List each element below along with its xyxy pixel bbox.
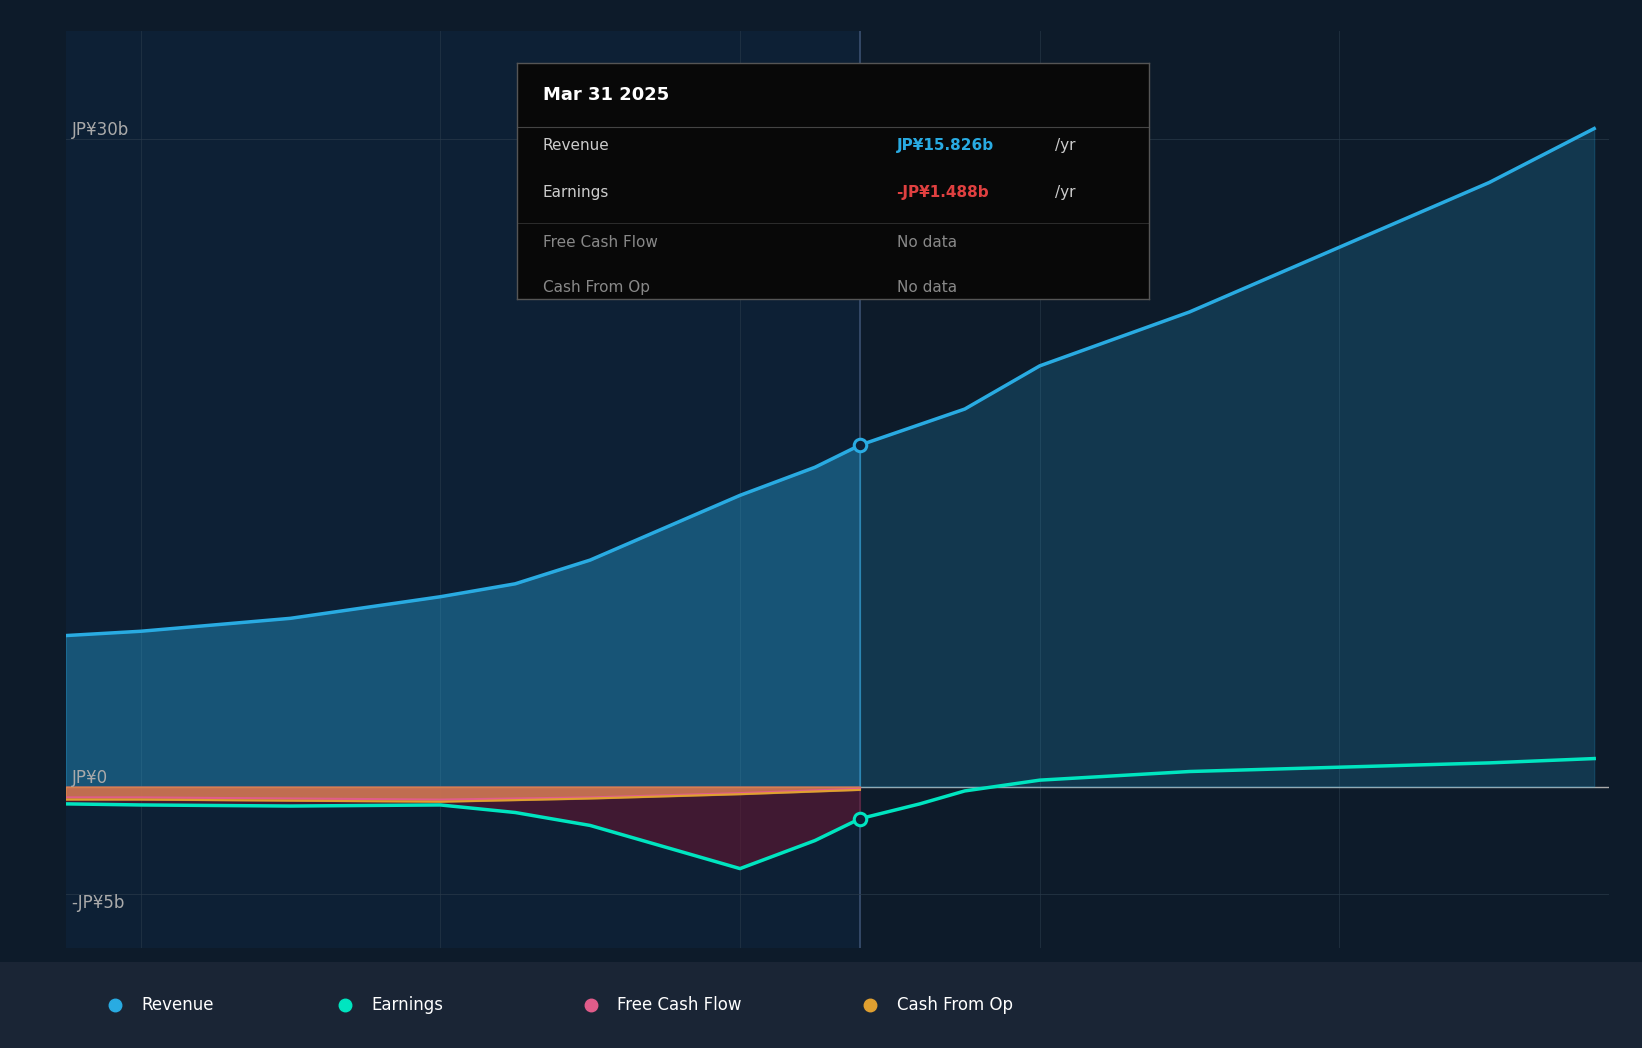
Text: -JP¥5b: -JP¥5b [72,895,125,913]
Text: Earnings: Earnings [542,185,609,200]
Text: 2023: 2023 [120,965,163,984]
Text: Analysts Forecasts: Analysts Forecasts [878,64,1046,82]
Bar [66,31,860,948]
Text: JP¥30b: JP¥30b [72,122,130,139]
Text: 2027: 2027 [1319,965,1361,984]
Text: /yr: /yr [1054,185,1076,200]
Text: 2025: 2025 [719,965,762,984]
Text: Cash From Op: Cash From Op [897,996,1013,1014]
Text: 2026: 2026 [1018,965,1061,984]
Text: Past: Past [805,64,842,82]
Text: No data: No data [897,235,957,250]
Text: Free Cash Flow: Free Cash Flow [617,996,742,1014]
Text: Cash From Op: Cash From Op [542,280,650,294]
Text: Revenue: Revenue [141,996,213,1014]
Text: Mar 31 2025: Mar 31 2025 [542,87,668,105]
Text: No data: No data [897,280,957,294]
Text: -JP¥1.488b: -JP¥1.488b [897,185,988,200]
Text: Earnings: Earnings [371,996,443,1014]
Text: JP¥15.826b: JP¥15.826b [897,138,993,153]
Text: Free Cash Flow: Free Cash Flow [542,235,657,250]
Text: JP¥0: JP¥0 [72,768,108,787]
Text: /yr: /yr [1054,138,1076,153]
Text: 2024: 2024 [419,965,461,984]
Text: Revenue: Revenue [542,138,609,153]
